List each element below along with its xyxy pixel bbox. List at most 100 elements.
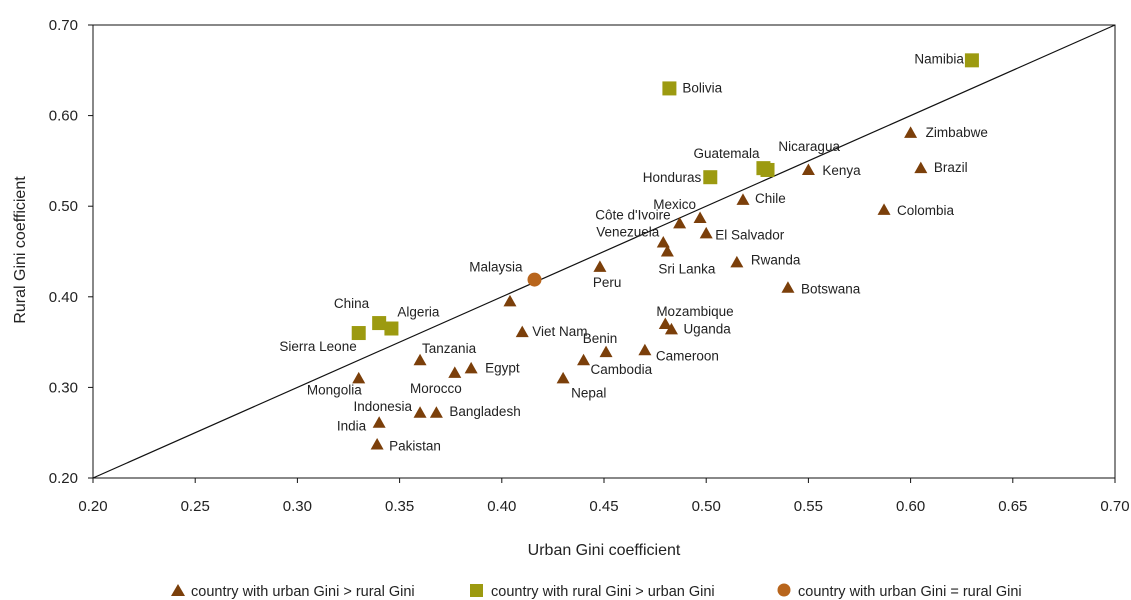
point-label: Côte d'Ivoire xyxy=(595,207,670,222)
triangle-marker xyxy=(699,226,713,239)
y-axis-ticks: 0.20 0.30 0.40 0.50 0.60 0.70 xyxy=(49,17,93,487)
triangle-marker xyxy=(693,211,707,223)
point-label: Mongolia xyxy=(307,382,362,397)
x-tick-label: 0.65 xyxy=(998,498,1027,515)
square-marker xyxy=(703,170,718,185)
legend-triangle-marker xyxy=(171,584,185,596)
legend-label-rural-greater: country with rural Gini > urban Gini xyxy=(491,584,715,600)
triangle-marker xyxy=(503,294,517,307)
point-label: Nepal xyxy=(571,385,606,400)
x-tick-label: 0.50 xyxy=(692,498,721,515)
legend-label-equal: country with urban Gini = rural Gini xyxy=(798,584,1022,600)
legend: country with urban Gini > rural Gini cou… xyxy=(171,583,1022,600)
triangle-marker xyxy=(352,371,366,384)
square-marker xyxy=(372,316,387,331)
point-label: Benin xyxy=(583,331,618,346)
point-label: Guatemala xyxy=(693,146,760,161)
triangle-marker xyxy=(464,361,478,374)
y-tick-label: 0.20 xyxy=(49,470,78,487)
point-label: Uganda xyxy=(683,321,731,336)
point-label: Tanzania xyxy=(422,341,477,356)
triangle-marker xyxy=(660,245,674,257)
point-label: Kenya xyxy=(822,163,861,178)
x-axis-ticks: 0.20 0.25 0.30 0.35 0.40 0.45 0.50 0.55 0.60 0.65… xyxy=(78,478,1130,515)
point-label: Peru xyxy=(593,275,622,290)
point-label: Colombia xyxy=(897,203,955,218)
point-label: Mexico xyxy=(653,197,696,212)
square-marker xyxy=(964,53,979,68)
y-tick-label: 0.50 xyxy=(49,198,78,215)
triangle-marker xyxy=(658,317,672,329)
triangle-marker xyxy=(556,371,570,384)
point-label: Brazil xyxy=(934,160,968,175)
point-label: Rwanda xyxy=(751,252,801,267)
triangle-marker xyxy=(413,353,427,366)
point-labels: Zimbabwe Brazil Kenya Chile Colombia MexicoCô… xyxy=(279,51,987,453)
point-label: El Salvador xyxy=(715,227,785,242)
point-label: Bangladesh xyxy=(449,404,520,419)
point-label: Morocco xyxy=(410,381,462,396)
y-tick-label: 0.30 xyxy=(49,379,78,396)
legend-circle-marker xyxy=(777,583,791,597)
y-axis-title: Rural Gini coefficient xyxy=(12,176,29,324)
point-label: Indonesia xyxy=(353,399,412,414)
point-label: Pakistan xyxy=(389,438,441,453)
x-tick-label: 0.45 xyxy=(589,498,618,515)
x-tick-label: 0.35 xyxy=(385,498,414,515)
point-label: Malaysia xyxy=(469,260,523,275)
legend-square-marker xyxy=(470,584,483,597)
legend-label-urban-greater: country with urban Gini > rural Gini xyxy=(191,584,415,600)
square-marker xyxy=(760,162,775,177)
equality-reference-line xyxy=(92,24,1116,479)
point-label: Botswana xyxy=(801,282,861,297)
point-label: Cambodia xyxy=(591,362,653,377)
square-marker xyxy=(384,321,399,336)
triangle-marker xyxy=(781,281,795,293)
point-label: Nicaragua xyxy=(778,139,840,154)
square-marker xyxy=(662,81,677,96)
triangle-marker xyxy=(413,406,427,418)
triangle-marker xyxy=(448,366,462,378)
triangle-marker xyxy=(656,235,670,248)
point-label: India xyxy=(337,419,367,434)
point-label: Namibia xyxy=(914,51,964,66)
x-tick-label: 0.70 xyxy=(1100,498,1129,515)
square-marker xyxy=(351,326,366,341)
triangle-marker xyxy=(638,343,652,356)
point-label: Venezuela xyxy=(596,224,660,239)
x-tick-label: 0.25 xyxy=(181,498,210,515)
triangle-marker xyxy=(577,353,591,366)
triangle-marker xyxy=(736,193,750,205)
triangle-marker xyxy=(673,216,687,229)
point-label: Bolivia xyxy=(682,80,722,95)
point-label: Viet Nam xyxy=(532,324,587,339)
triangle-marker xyxy=(599,345,613,358)
triangle-marker xyxy=(370,437,384,450)
point-label: Mozambique xyxy=(656,304,733,319)
triangle-marker xyxy=(664,322,678,335)
x-tick-label: 0.20 xyxy=(78,498,107,515)
point-label: Zimbabwe xyxy=(926,125,988,140)
triangle-marker xyxy=(593,260,607,272)
point-label: Algeria xyxy=(397,305,440,320)
triangle-marker xyxy=(429,406,443,418)
data-points xyxy=(351,53,979,450)
x-tick-label: 0.60 xyxy=(896,498,925,515)
x-axis-title: Urban Gini coefficient xyxy=(528,542,681,559)
legend-item-urban-greater: country with urban Gini > rural Gini xyxy=(171,584,415,600)
point-label: Sri Lanka xyxy=(658,262,716,277)
triangle-marker xyxy=(730,255,744,268)
point-label: Chile xyxy=(755,191,786,206)
x-tick-label: 0.40 xyxy=(487,498,516,515)
x-tick-label: 0.55 xyxy=(794,498,823,515)
circle-marker xyxy=(527,272,542,287)
point-label: Honduras xyxy=(643,170,702,185)
triangle-marker xyxy=(801,163,815,175)
point-label: Cameroon xyxy=(656,348,719,363)
point-label: Sierra Leone xyxy=(279,339,356,354)
triangle-marker xyxy=(515,325,529,338)
y-tick-label: 0.70 xyxy=(49,17,78,34)
triangle-marker xyxy=(904,126,918,138)
triangle-marker xyxy=(877,203,891,215)
